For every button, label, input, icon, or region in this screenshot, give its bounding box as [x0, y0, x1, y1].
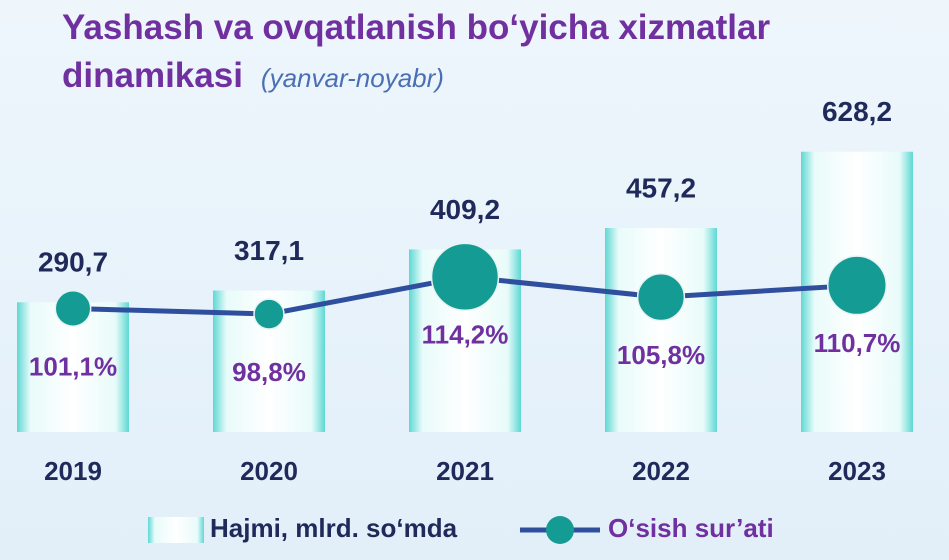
legend-swatch — [148, 517, 204, 543]
line-marker — [430, 242, 500, 312]
x-tick-label: 2022 — [632, 456, 690, 486]
chart-title: Yashash va ovqatlanish bo‘yicha xizmatla… — [62, 8, 771, 95]
line-value-label: 110,7% — [814, 328, 901, 358]
title-block: Yashash va ovqatlanish bo‘yicha xizmatla… — [62, 4, 912, 102]
line-marker — [54, 290, 92, 327]
bar-value-label: 290,7 — [38, 247, 108, 278]
bar-value-label: 317,1 — [234, 235, 304, 266]
line-value-label: 101,1% — [29, 351, 117, 381]
legend-label: O‘sish sur’ati — [608, 513, 774, 543]
x-tick-label: 2023 — [828, 456, 886, 486]
line-marker — [253, 298, 285, 330]
x-tick-label: 2021 — [436, 456, 494, 486]
line-value-label: 114,2% — [422, 320, 509, 350]
chart-subtitle: (yanvar-noyabr) — [260, 63, 444, 93]
bar-value-label: 457,2 — [626, 172, 696, 203]
bar — [605, 228, 717, 432]
legend-label: Hajmi, mlrd. so‘mda — [210, 513, 458, 543]
x-tick-label: 2019 — [44, 456, 102, 486]
bar-value-label: 409,2 — [430, 194, 500, 225]
line-value-label: 98,8% — [232, 357, 306, 387]
line-marker — [636, 273, 686, 322]
line-value-label: 105,8% — [617, 340, 705, 370]
line-marker — [827, 255, 887, 316]
x-tick-label: 2020 — [240, 456, 298, 486]
bar-value-label: 628,2 — [822, 96, 892, 127]
legend-marker — [546, 516, 574, 544]
